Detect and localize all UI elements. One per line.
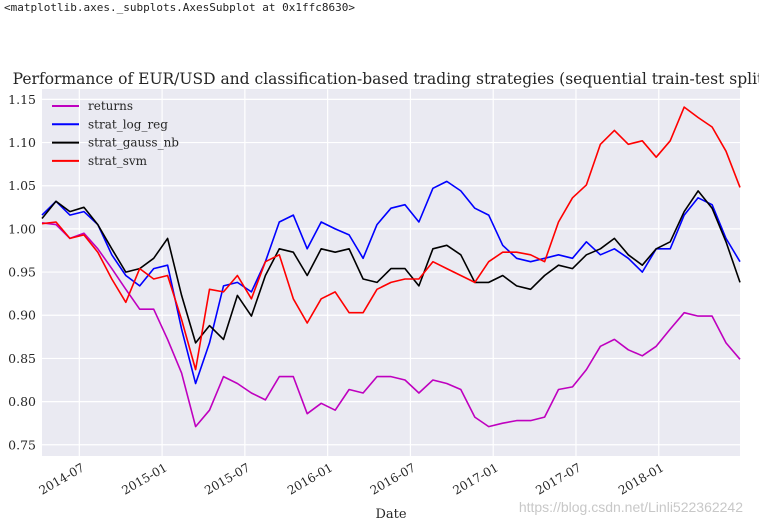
y-tick-label: 1.05 [8,178,36,193]
x-tick-label: 2015-07 [202,460,252,497]
x-axis-label: Date [375,507,406,522]
legend-label: strat_log_reg [88,117,168,131]
y-tick-label: 0.95 [8,265,36,280]
y-tick-label: 1.00 [8,221,36,236]
x-tick-label: 2017-07 [533,460,583,497]
legend-label: strat_gauss_nb [88,136,179,150]
y-tick-label: 0.75 [8,437,36,452]
y-tick-label: 1.15 [8,92,36,107]
series-line-strat-log-reg [41,180,741,385]
x-tick-label: 2016-01 [285,460,335,497]
x-tick-label: 2018-01 [616,460,666,497]
series-line-returns [41,222,741,428]
y-tick-label: 1.10 [8,135,36,150]
legend-label: strat_svm [88,154,148,168]
y-tick-label: 0.90 [8,308,36,323]
output-repr-text: <matplotlib.axes._subplots.AxesSubplot a… [4,1,355,14]
y-tick-label: 0.85 [8,351,36,366]
x-tick-label: 2015-01 [119,460,169,497]
series-line-strat-gauss-nb [41,190,741,344]
legend-label: returns [88,99,133,113]
x-tick-label: 2016-07 [368,460,418,497]
x-tick-label: 2014-07 [37,460,87,497]
y-tick-label: 0.80 [8,394,36,409]
x-tick-label: 2017-01 [451,460,501,497]
watermark: https://blog.csdn.net/Linli522362242 [518,499,743,515]
series-line-strat-svm [41,106,741,371]
chart-title: Performance of EUR/USD and classificatio… [13,70,759,88]
